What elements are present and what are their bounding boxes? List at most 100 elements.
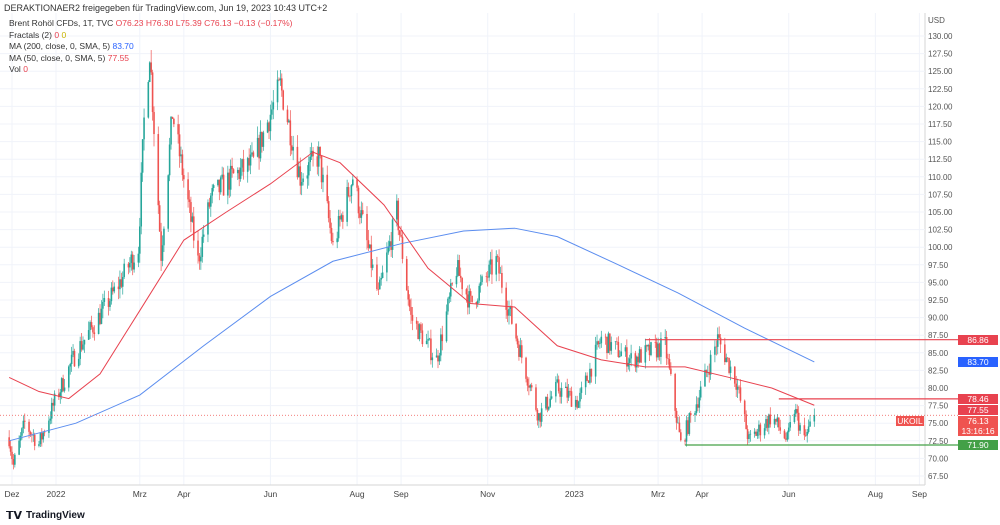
candle-body (59, 392, 62, 398)
candle-body (457, 260, 459, 276)
candle-body (112, 287, 114, 292)
candle-body (231, 165, 233, 170)
candle-body (219, 177, 222, 193)
publisher-header: DERAKTIONAER2 freigegeben für TradingVie… (4, 3, 328, 13)
x-tick-label: Mrz (133, 489, 147, 499)
candle-body (508, 308, 510, 316)
candle-body (787, 427, 790, 433)
x-tick-label: Nov (480, 489, 496, 499)
candle-body (469, 291, 472, 296)
candle-body (420, 324, 422, 331)
candle-body (560, 388, 563, 397)
candle-body (21, 428, 23, 436)
fractals-row[interactable]: Fractals (2) 0 0 (9, 30, 292, 42)
candle-body (246, 158, 249, 172)
candle-body (109, 301, 111, 307)
candle-body (117, 286, 120, 290)
candle-body (783, 430, 786, 439)
candle-body (674, 373, 676, 411)
price-chart[interactable]: 67.50 70.00 72.50 75.00 77.50 80.00 82.50 85.00… (0, 13, 1000, 505)
candle-body (183, 175, 185, 180)
ma200-row[interactable]: MA (200, close, 0, SMA, 5) 83.70 (9, 41, 292, 53)
candle-body (123, 263, 125, 278)
candle-body (570, 391, 573, 407)
candle-body (695, 404, 698, 413)
candle-body (797, 412, 800, 431)
candle-body (417, 323, 419, 340)
candle-body (677, 422, 679, 424)
candle-body (229, 165, 232, 190)
y-tick-label: 87.50 (928, 331, 949, 340)
candle-body (130, 254, 133, 263)
candle-body (584, 375, 587, 388)
candle-body (68, 366, 70, 388)
candle-body (498, 257, 500, 274)
candle-body (8, 437, 10, 447)
candle-body (610, 342, 613, 351)
candle-body (405, 258, 408, 291)
candle-body (714, 346, 716, 355)
symbol-name[interactable]: Brent Rohöl CFDs, 1T, TVC (9, 18, 114, 28)
candle-body (90, 322, 93, 328)
candle-body (282, 90, 285, 110)
candle-body (624, 347, 627, 352)
candle-body (398, 230, 401, 235)
candle-body (386, 252, 388, 273)
candle-body (28, 421, 30, 432)
candle-body (32, 434, 35, 436)
candle-body (627, 362, 630, 367)
candle-body (471, 295, 473, 302)
candle-body (620, 351, 622, 357)
ma50-row[interactable]: MA (50, close, 0, SMA, 5) 77.55 (9, 53, 292, 65)
candle-body (644, 345, 647, 363)
candle-body (557, 379, 560, 392)
ma200-line[interactable] (9, 227, 815, 442)
currency-label: USD (928, 16, 945, 25)
candle-body (367, 240, 370, 248)
candle-body (580, 387, 583, 393)
candle-body (238, 169, 240, 179)
candle-body (327, 201, 330, 219)
candle-body (600, 336, 603, 344)
candle-body (361, 210, 364, 214)
candle-body (391, 219, 394, 250)
candle-body (259, 131, 262, 159)
candle-body (776, 417, 779, 422)
candle-body (645, 345, 648, 347)
candle-body (207, 202, 209, 235)
candle-body (664, 337, 666, 339)
candle-body (329, 218, 331, 228)
y-tick-label: 125.00 (928, 67, 953, 76)
candle-body (121, 277, 124, 287)
candle-body (232, 169, 235, 174)
candle-body (251, 152, 253, 155)
candle-body (461, 277, 463, 290)
candle-body (202, 234, 205, 237)
candle-body (519, 345, 522, 357)
candle-body (317, 146, 320, 167)
candle-body (151, 72, 154, 113)
candle-body (147, 81, 150, 118)
candle-body (359, 213, 361, 218)
candle-body (799, 425, 801, 431)
candle-body (222, 174, 225, 196)
candle-body (127, 263, 130, 268)
y-tick-label: 100.00 (928, 243, 953, 252)
candle-body (163, 228, 165, 246)
candle-body (168, 144, 171, 176)
volume-row[interactable]: Vol 0 (9, 64, 292, 76)
candle-body (728, 358, 730, 373)
candle-body (380, 277, 382, 280)
candle-body (786, 432, 789, 440)
x-tick-label: Jun (782, 489, 796, 499)
candle-body (617, 341, 620, 357)
candle-body (428, 338, 431, 340)
candle-body (459, 275, 462, 278)
candle-body (239, 167, 242, 179)
candle-body (23, 420, 26, 422)
volume-value: 0 (23, 64, 28, 74)
candle-body (716, 334, 719, 347)
tradingview-logo[interactable]: 𝗧𝗩 TradingView (6, 509, 85, 522)
candle-body (131, 254, 134, 270)
ma50-line[interactable] (8, 151, 815, 406)
